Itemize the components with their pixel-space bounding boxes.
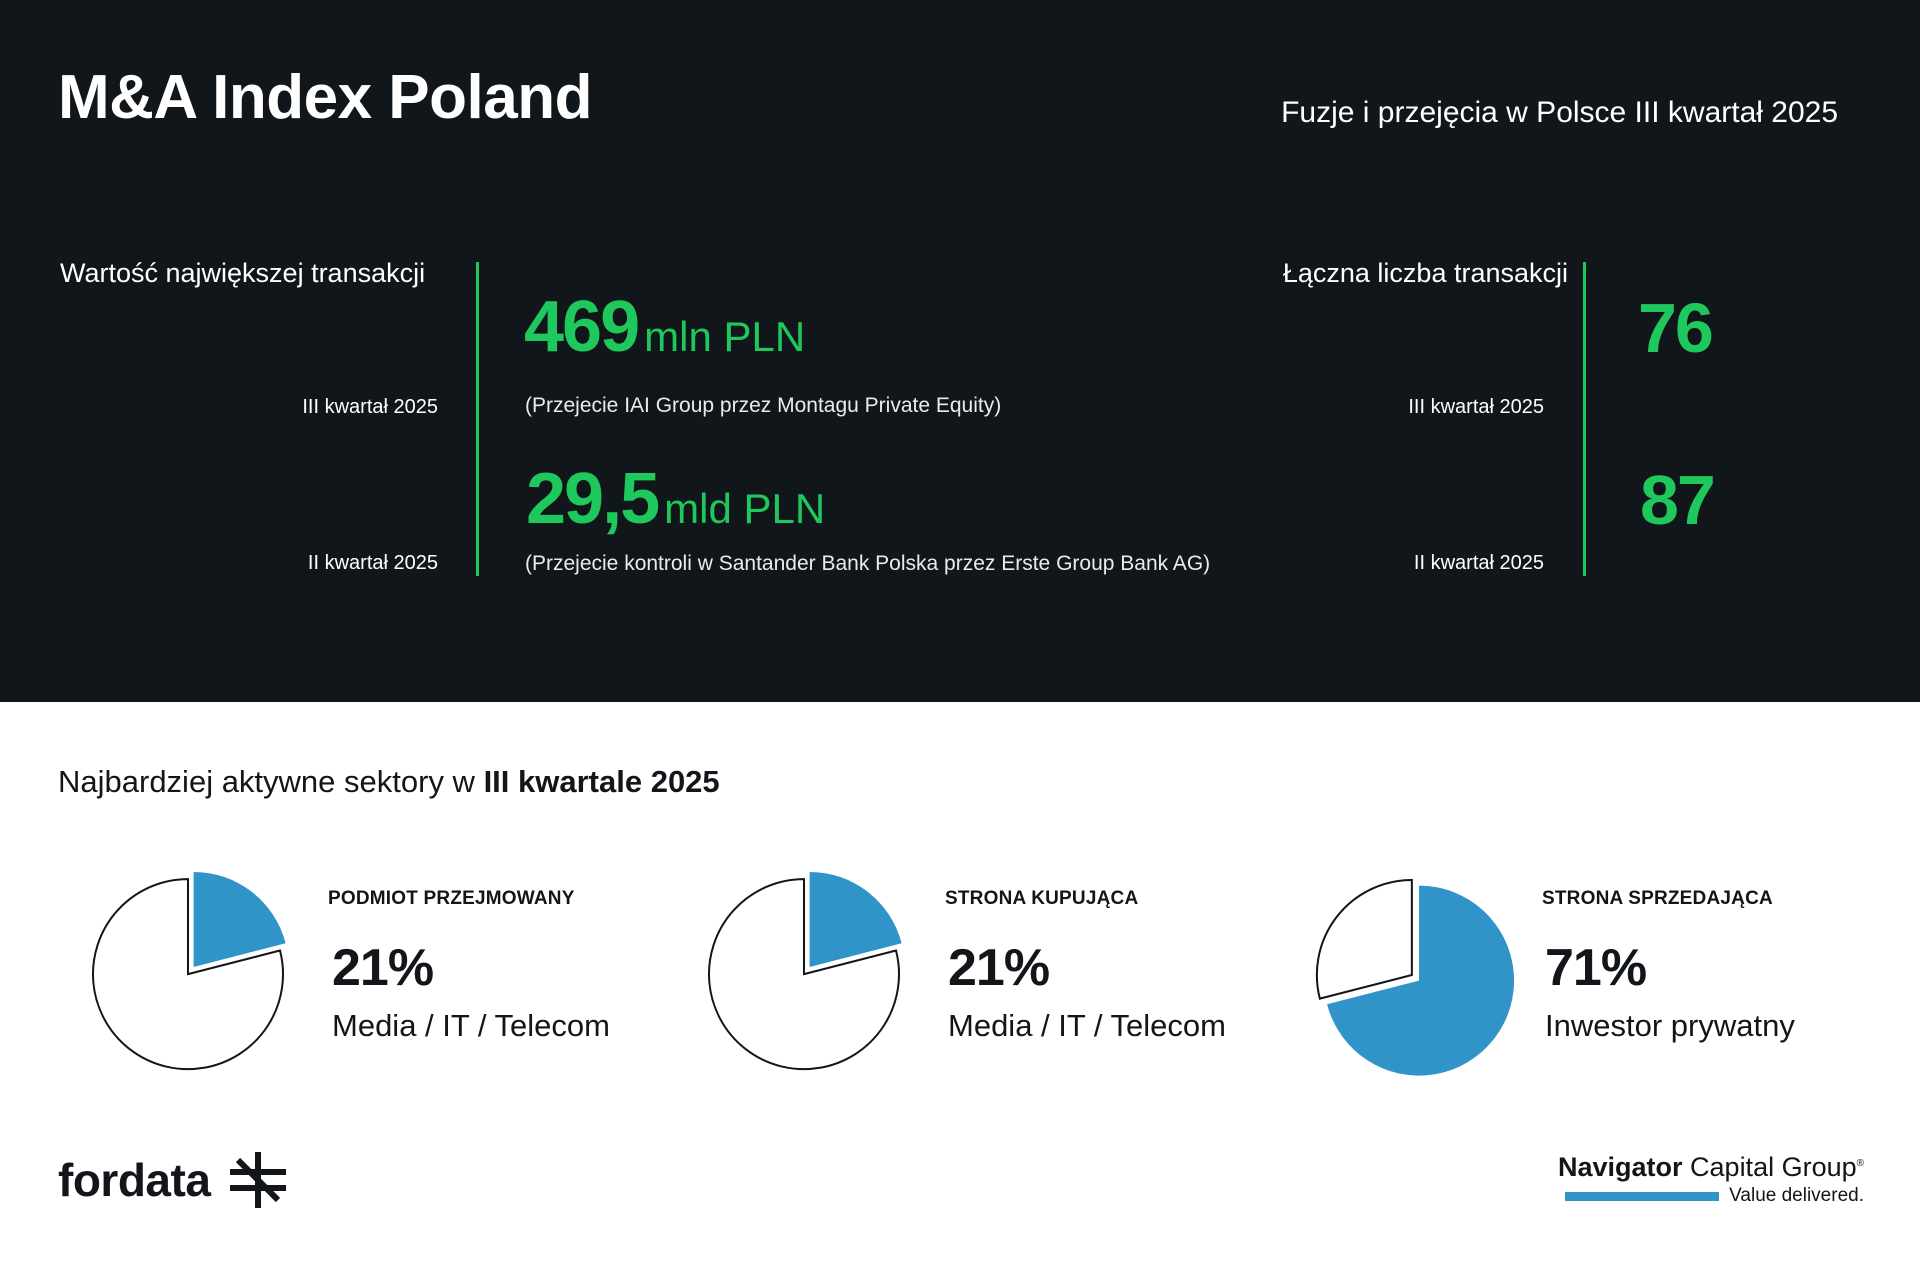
pie-chart-buyer-side: [708, 871, 902, 1071]
page-subtitle: Fuzje i przejęcia w Polsce III kwartał 2…: [1281, 96, 1838, 129]
largest-deal-q3-description: (Przejecie IAI Group przez Montagu Priva…: [525, 394, 1002, 417]
pie-category-label: PODMIOT PRZEJMOWANY: [328, 888, 575, 909]
navigator-logo-reg: ®: [1856, 1158, 1864, 1169]
total-deals-label: Łączna liczba transakcji: [1282, 258, 1568, 288]
largest-deal-q2-description: (Przejecie kontroli w Santander Bank Pol…: [525, 552, 1211, 575]
fordata-logo: fordata: [58, 1150, 288, 1210]
sectors-title: Najbardziej aktywne sektory w III kwarta…: [58, 764, 720, 800]
total-deals-divider: [1583, 262, 1586, 576]
navigator-logo-bar: [1565, 1191, 1720, 1201]
total-deals-q2-value: 87: [1640, 461, 1716, 539]
navigator-logo-name: Navigator Capital Group®: [1558, 1152, 1864, 1183]
largest-deal-label: Wartość największej transakcji: [60, 258, 426, 288]
pie-slice-highlighted: [1327, 885, 1515, 1076]
largest-deal-q3-value: 469 mln PLN: [524, 286, 805, 368]
pie-slice-remainder: [708, 878, 901, 1071]
pie-sector-label: Inwestor prywatny: [1545, 1008, 1795, 1043]
pie-sector-label: Media / IT / Telecom: [948, 1008, 1226, 1043]
sectors-title-bold: III kwartale 2025: [483, 764, 720, 799]
pie-slice-remainder: [1315, 879, 1413, 1000]
pie-category-label: STRONA SPRZEDAJĄCA: [1542, 888, 1773, 909]
largest-deal-q2-value: 29,5 mld PLN: [526, 458, 825, 540]
largest-deal-q3-number: 469: [524, 287, 640, 367]
navigator-logo-bold: Navigator: [1557, 1152, 1683, 1182]
total-deals-q3-period: III kwartał 2025: [1408, 396, 1544, 418]
pie-slice-highlighted: [193, 871, 286, 967]
largest-deal-q3-unit: mln PLN: [644, 313, 806, 360]
largest-deal-q2-unit: mld PLN: [664, 485, 826, 532]
navigator-logo-tagline: Value delivered.: [1729, 1185, 1864, 1206]
navigator-capital-logo: Navigator Capital Group® Value delivered…: [1558, 1152, 1864, 1207]
largest-deal-q2-number: 29,5: [526, 459, 660, 539]
pie-category-label: STRONA KUPUJĄCA: [945, 888, 1139, 909]
fordata-mark-icon: [230, 1152, 287, 1208]
fordata-logo-text: fordata: [58, 1154, 211, 1206]
total-deals-q2-period: II kwartał 2025: [1413, 552, 1544, 574]
pie-sector-label: Media / IT / Telecom: [332, 1008, 610, 1043]
pie-chart-seller-side: [1315, 879, 1515, 1076]
navigator-logo-rest: Capital Group: [1682, 1152, 1857, 1182]
pie-percent-label: 71%: [1545, 939, 1647, 997]
pie-percent-label: 21%: [948, 939, 1050, 997]
pie-chart-acquired-entity: [92, 871, 286, 1071]
total-deals-q3-value: 76: [1638, 289, 1714, 367]
sectors-title-prefix: Najbardziej aktywne sektory w: [58, 764, 484, 799]
largest-deal-q2-period: II kwartał 2025: [307, 552, 438, 574]
header-section: M&A Index Poland Fuzje i przejęcia w Pol…: [0, 0, 1920, 702]
pie-slice-highlighted: [809, 871, 902, 967]
largest-deal-q3-period: III kwartał 2025: [302, 396, 438, 418]
largest-deal-divider: [476, 262, 479, 576]
pie-percent-label: 21%: [332, 939, 434, 997]
pie-slice-remainder: [92, 878, 285, 1071]
page-title: M&A Index Poland: [58, 63, 592, 132]
navigator-logo-tagline-row: Value delivered.: [1558, 1185, 1864, 1207]
